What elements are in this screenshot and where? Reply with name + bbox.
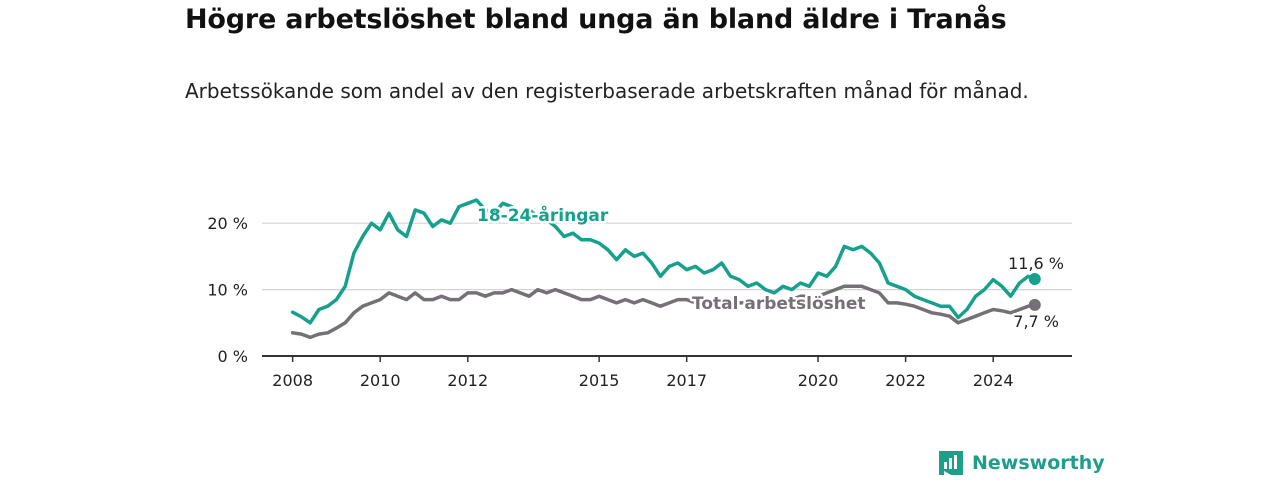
brand-logo: Newsworthy: [938, 450, 1105, 476]
x-tick-label: 2024: [973, 371, 1014, 390]
x-tick-label: 2017: [666, 371, 707, 390]
x-tick-label: 2020: [798, 371, 839, 390]
x-tick-label: 2022: [885, 371, 926, 390]
end-label-youth: 11,6 %: [1008, 254, 1064, 273]
chart-title: Högre arbetslöshet bland unga än bland ä…: [185, 4, 1007, 35]
series-line-youth: [290, 198, 1037, 325]
series-line-total: [290, 284, 1037, 340]
series-endpoint-total: [1028, 298, 1041, 311]
series-endpoint-youth: [1028, 272, 1041, 285]
newsworthy-logo-icon: [939, 451, 963, 475]
chart-subtitle: Arbetssökande som andel av den registerb…: [185, 79, 1029, 103]
y-tick-label: 0 %: [218, 347, 248, 366]
y-tick-label: 20 %: [207, 214, 248, 233]
end-label-total: 7,7 %: [1013, 312, 1059, 331]
x-tick-label: 2012: [447, 371, 488, 390]
line-chart: 0 % 10 % 20 % 2008 2010 2012 2015 2017 2020 2022 2…: [207, 198, 1072, 390]
y-tick-label: 10 %: [207, 281, 248, 300]
brand-name: Newsworthy: [972, 452, 1105, 474]
x-tick-label: 2015: [579, 371, 620, 390]
series-label-youth: 18-24-åringar: [477, 204, 609, 226]
x-tick-label: 2008: [272, 371, 313, 390]
series-label-total: Total arbetslöshet: [692, 294, 866, 314]
x-tick-label: 2010: [360, 371, 401, 390]
